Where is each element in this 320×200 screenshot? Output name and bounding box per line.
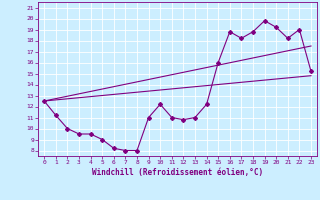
- X-axis label: Windchill (Refroidissement éolien,°C): Windchill (Refroidissement éolien,°C): [92, 168, 263, 177]
